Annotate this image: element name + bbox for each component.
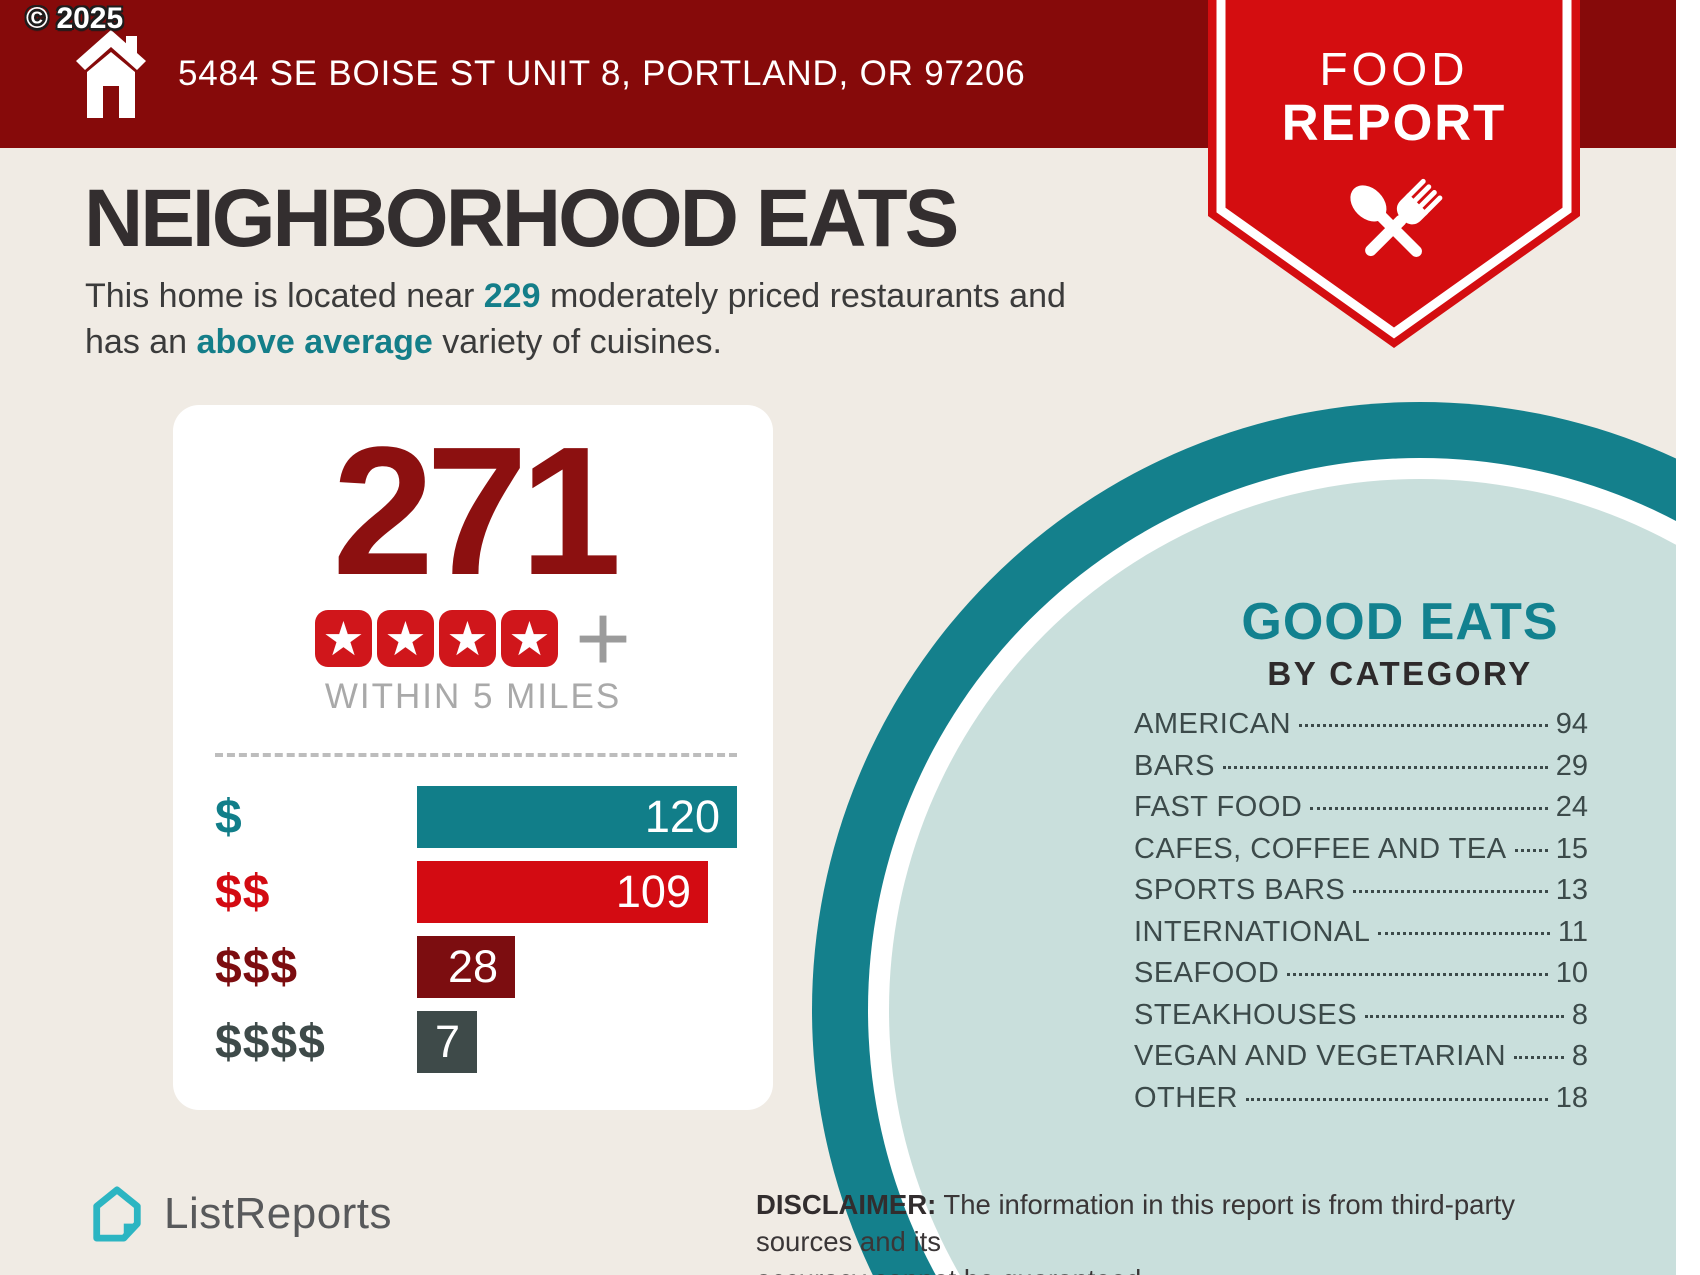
variety-highlight: above average: [196, 322, 433, 361]
category-row: BARS 29: [1134, 750, 1588, 792]
category-row: VEGAN AND VEGETARIAN 8: [1134, 1040, 1588, 1082]
disclaimer: DISCLAIMER: The information in this repo…: [756, 1186, 1556, 1275]
category-value: 11: [1557, 915, 1588, 948]
category-list: AMERICAN 94 BARS 29 FAST FOOD 24 CAFES, …: [1134, 708, 1588, 1123]
dotted-leader: [1514, 848, 1548, 852]
price-bar-value: 109: [615, 866, 691, 917]
star-rating: ★ ★ ★ ★ +: [173, 585, 773, 692]
dotted-leader: [1246, 1097, 1548, 1101]
intro-text: This home is located near 229 moderately…: [85, 274, 1145, 366]
category-row: AMERICAN 94: [1134, 708, 1588, 750]
price-bar: 28: [417, 936, 515, 998]
listreports-brand-text: ListReports: [164, 1189, 393, 1238]
dotted-leader: [1310, 807, 1548, 810]
dotted-leader: [1365, 1014, 1564, 1018]
category-label: SPORTS BARS: [1134, 874, 1346, 906]
category-label: BARS: [1134, 749, 1215, 782]
category-row: INTERNATIONAL 11: [1134, 916, 1588, 958]
dotted-leader: [1287, 973, 1548, 976]
listreports-logo-icon: [93, 1186, 141, 1242]
intro-part2: moderately priced restaurants and: [540, 277, 1066, 315]
category-label: CAFES, COFFEE AND TEA: [1134, 832, 1507, 865]
category-label: AMERICAN: [1134, 708, 1292, 740]
star-icon: ★: [500, 610, 558, 667]
category-value: 10: [1555, 957, 1588, 989]
category-label: STEAKHOUSES: [1134, 998, 1358, 1031]
category-label: FAST FOOD: [1134, 791, 1303, 823]
stats-card: 271 ★ ★ ★ ★ + WITHIN 5 MILES $ 120 $$ 109 $$…: [173, 405, 773, 1110]
price-bar-row: $$ 109: [215, 861, 737, 923]
restaurant-count-highlight: 229: [483, 277, 541, 315]
price-tier-label: $$$: [215, 940, 299, 994]
dashed-divider: [215, 753, 737, 757]
category-value: 8: [1571, 1040, 1588, 1072]
price-bar-value: 28: [447, 941, 498, 992]
category-row: FAST FOOD 24: [1134, 791, 1588, 833]
ribbon-shape: [1208, 0, 1580, 348]
crossed-spoon-fork-icon: [1350, 178, 1443, 257]
intro-part1: This home is located near: [85, 277, 484, 315]
price-bar-value: 7: [434, 1016, 460, 1067]
disclaimer-line1: The information in this report is from t…: [756, 1189, 1516, 1258]
within-radius-label: WITHIN 5 MILES: [324, 677, 622, 716]
price-bar: 7: [417, 1011, 477, 1073]
category-label: INTERNATIONAL: [1134, 915, 1371, 948]
price-bar: 109: [417, 861, 708, 923]
dotted-leader: [1222, 765, 1548, 769]
ribbon-title-food: FOOD: [1319, 43, 1469, 95]
category-row: CAFES, COFFEE AND TEA 15: [1134, 833, 1588, 875]
dotted-leader: [1353, 890, 1548, 893]
category-row: SEAFOOD 10: [1134, 957, 1588, 999]
property-address: 5484 SE BOISE ST UNIT 8, PORTLAND, OR 97…: [178, 54, 1026, 93]
category-row: STEAKHOUSES 8: [1134, 999, 1588, 1041]
category-value: 13: [1555, 874, 1588, 906]
star-icon: ★: [438, 610, 496, 667]
category-label: VEGAN AND VEGETARIAN: [1134, 1040, 1507, 1072]
ribbon-title-report: REPORT: [1281, 93, 1507, 151]
price-tier-label: $$: [215, 865, 271, 919]
price-bars: $ 120 $$ 109 $$$ 28 $$$$ 7: [215, 786, 737, 1086]
price-bar-row: $$$$ 7: [215, 1011, 737, 1073]
intro-part3: has an: [85, 322, 197, 361]
disclaimer-line2: accuracy cannot be guaranteed.: [756, 1264, 1149, 1275]
price-bar-value: 120: [644, 791, 720, 842]
food-report-ribbon: FOOD REPORT: [1208, 0, 1580, 348]
restaurant-total: 271: [332, 408, 621, 613]
category-value: 18: [1555, 1081, 1588, 1114]
category-row: OTHER 18: [1134, 1082, 1588, 1124]
price-bar-row: $$$ 28: [215, 936, 737, 998]
price-tier-label: $$$$: [215, 1015, 326, 1069]
category-label: OTHER: [1134, 1081, 1238, 1114]
disclaimer-label: DISCLAIMER:: [756, 1189, 937, 1220]
category-value: 94: [1555, 708, 1588, 740]
star-icon: ★: [376, 610, 434, 667]
category-label: SEAFOOD: [1134, 957, 1280, 989]
dotted-leader: [1299, 724, 1548, 727]
category-value: 29: [1555, 749, 1588, 782]
copyright-text: © 2025: [26, 2, 124, 35]
dotted-leader: [1378, 931, 1550, 935]
home-icon: [76, 28, 146, 125]
category-value: 8: [1571, 998, 1588, 1031]
intro-part4: variety of cuisines.: [432, 322, 722, 361]
good-eats-heading: GOOD EATS BY CATEGORY: [1145, 592, 1655, 693]
listreports-logo: ListReports: [88, 1182, 392, 1246]
star-icon: ★: [314, 610, 372, 667]
category-row: SPORTS BARS 13: [1134, 874, 1588, 916]
ribbon-body: FOOD REPORT: [1208, 0, 1580, 291]
category-value: 15: [1555, 832, 1588, 865]
price-bar-row: $ 120: [215, 786, 737, 848]
page-title: NEIGHBORHOOD EATS: [84, 173, 959, 264]
good-eats-title: GOOD EATS: [1241, 593, 1559, 651]
good-eats-subtitle: BY CATEGORY: [1267, 655, 1533, 692]
category-value: 24: [1555, 791, 1588, 823]
dotted-leader: [1514, 1056, 1564, 1059]
price-tier-label: $: [215, 790, 243, 844]
price-bar: 120: [417, 786, 737, 848]
plus-icon: +: [574, 585, 632, 692]
